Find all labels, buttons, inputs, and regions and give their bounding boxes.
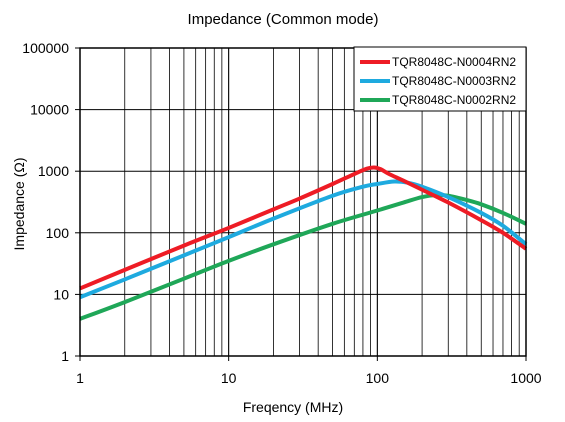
y-tick-label: 10000 [30,102,69,118]
legend-entry-label: TQR8048C-N0003RN2 [392,74,516,88]
x-tick-label: 1000 [510,370,541,386]
chart-title: Impedance (Common mode) [188,11,379,28]
legend-entry-label: TQR8048C-N0002RN2 [392,93,516,107]
y-ticks-layer: 1 10 100 1000 10000 100000 [22,40,80,364]
legend-entry-label: TQR8048C-N0004RN2 [392,55,516,69]
y-tick-label: 10 [53,286,69,302]
series-line-tqr8048c-n0004rn2 [79,165,528,291]
x-axis-label: Freqency (MHz) [243,399,343,415]
x-tick-label: 10 [221,370,237,386]
plot-frame [79,47,527,357]
y-tick-label: 100000 [22,40,69,56]
series-line-tqr8048c-n0002rn2 [79,192,527,321]
y-tick-label: 1000 [38,163,69,179]
x-ticks-layer: 1 10 100 1000 [76,356,542,386]
series-line-tqr8048c-n0003rn2 [79,179,528,300]
chart-legend: TQR8048C-N0004RN2 TQR8048C-N0003RN2 TQR804… [353,46,527,112]
x-tick-label: 1 [76,370,84,386]
y-tick-label: 1 [61,348,69,364]
y-tick-label: 100 [46,225,70,241]
y-axis-label: Impedance (Ω) [11,158,27,251]
x-tick-label: 100 [366,370,390,386]
series-layer [79,165,528,321]
